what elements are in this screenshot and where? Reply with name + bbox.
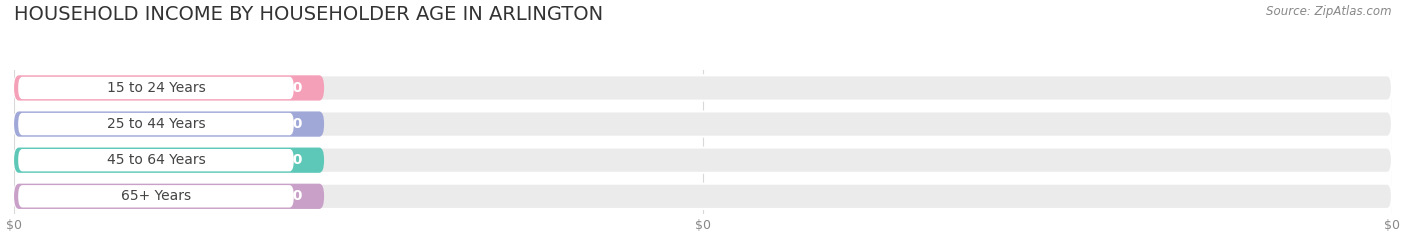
Text: Source: ZipAtlas.com: Source: ZipAtlas.com [1267,5,1392,18]
FancyBboxPatch shape [18,77,294,99]
FancyBboxPatch shape [14,184,325,209]
FancyBboxPatch shape [14,75,1392,101]
FancyBboxPatch shape [18,185,294,208]
FancyBboxPatch shape [14,147,325,173]
FancyBboxPatch shape [14,111,1392,137]
FancyBboxPatch shape [14,75,325,101]
FancyBboxPatch shape [14,147,1392,173]
FancyBboxPatch shape [14,111,325,137]
Text: $0: $0 [284,117,304,131]
Text: HOUSEHOLD INCOME BY HOUSEHOLDER AGE IN ARLINGTON: HOUSEHOLD INCOME BY HOUSEHOLDER AGE IN A… [14,5,603,24]
Text: 15 to 24 Years: 15 to 24 Years [107,81,205,95]
FancyBboxPatch shape [18,149,294,171]
FancyBboxPatch shape [18,113,294,135]
Text: $0: $0 [284,189,304,203]
FancyBboxPatch shape [14,184,1392,209]
Text: 65+ Years: 65+ Years [121,189,191,203]
Text: 25 to 44 Years: 25 to 44 Years [107,117,205,131]
Text: $0: $0 [284,81,304,95]
Text: 45 to 64 Years: 45 to 64 Years [107,153,205,167]
Text: $0: $0 [284,153,304,167]
